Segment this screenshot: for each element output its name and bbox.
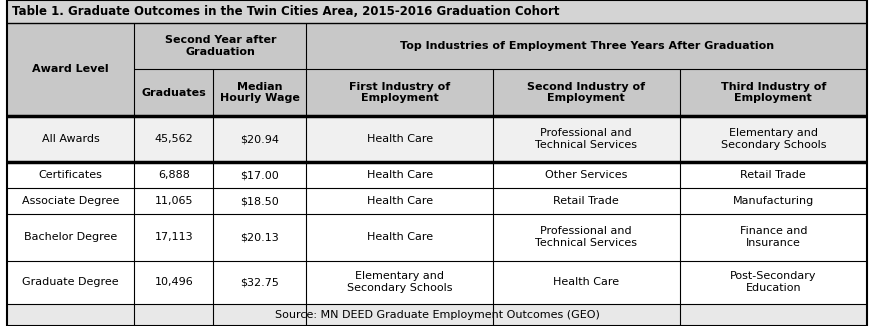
Text: All Awards: All Awards xyxy=(42,134,100,144)
Bar xyxy=(306,116,493,162)
Text: Retail Trade: Retail Trade xyxy=(740,170,806,180)
Bar xyxy=(213,188,306,214)
Bar xyxy=(679,116,867,162)
Text: Finance and
Insurance: Finance and Insurance xyxy=(739,227,807,248)
Bar xyxy=(679,69,867,116)
Bar xyxy=(135,22,306,69)
Text: $17.00: $17.00 xyxy=(240,170,279,180)
Bar xyxy=(493,260,679,304)
Text: Elementary and
Secondary Schools: Elementary and Secondary Schools xyxy=(347,272,453,293)
Text: Second Year after
Graduation: Second Year after Graduation xyxy=(164,35,276,57)
Bar xyxy=(493,188,679,214)
Text: Health Care: Health Care xyxy=(366,170,433,180)
Bar xyxy=(213,260,306,304)
Text: Health Care: Health Care xyxy=(366,196,433,206)
Bar xyxy=(306,214,493,260)
Text: Second Industry of
Employment: Second Industry of Employment xyxy=(527,82,645,103)
Text: 10,496: 10,496 xyxy=(155,277,193,287)
Bar xyxy=(306,188,493,214)
Bar xyxy=(493,116,679,162)
Bar xyxy=(7,116,135,162)
Bar xyxy=(7,214,135,260)
Text: Source: MN DEED Graduate Employment Outcomes (GEO): Source: MN DEED Graduate Employment Outc… xyxy=(274,310,600,320)
Text: Third Industry of
Employment: Third Industry of Employment xyxy=(720,82,826,103)
Bar xyxy=(213,116,306,162)
Bar xyxy=(679,214,867,260)
Bar xyxy=(679,162,867,188)
Text: Graduate Degree: Graduate Degree xyxy=(23,277,119,287)
Text: 11,065: 11,065 xyxy=(155,196,193,206)
Bar xyxy=(7,260,135,304)
Text: $32.75: $32.75 xyxy=(240,277,280,287)
Bar xyxy=(213,214,306,260)
Text: Median
Hourly Wage: Median Hourly Wage xyxy=(220,82,300,103)
Bar xyxy=(135,69,213,116)
Bar xyxy=(7,188,135,214)
Text: 6,888: 6,888 xyxy=(158,170,190,180)
Text: Other Services: Other Services xyxy=(545,170,628,180)
Bar xyxy=(306,260,493,304)
Text: Manufacturing: Manufacturing xyxy=(732,196,814,206)
Bar xyxy=(213,162,306,188)
Bar xyxy=(306,69,493,116)
Text: Bachelor Degree: Bachelor Degree xyxy=(24,232,117,242)
Bar xyxy=(135,188,213,214)
Bar xyxy=(493,214,679,260)
Text: Graduates: Graduates xyxy=(142,87,206,97)
Bar xyxy=(306,22,867,69)
Text: 17,113: 17,113 xyxy=(155,232,193,242)
Bar xyxy=(493,162,679,188)
Text: $20.94: $20.94 xyxy=(240,134,280,144)
Text: $18.50: $18.50 xyxy=(240,196,279,206)
Bar xyxy=(7,162,135,188)
Bar xyxy=(7,304,867,326)
Text: $20.13: $20.13 xyxy=(240,232,279,242)
Text: Health Care: Health Care xyxy=(366,134,433,144)
Bar xyxy=(493,69,679,116)
Text: Top Industries of Employment Three Years After Graduation: Top Industries of Employment Three Years… xyxy=(399,41,773,51)
Bar xyxy=(679,188,867,214)
Bar xyxy=(135,116,213,162)
Bar xyxy=(7,0,867,22)
Text: Health Care: Health Care xyxy=(366,232,433,242)
Bar xyxy=(213,69,306,116)
Text: Retail Trade: Retail Trade xyxy=(553,196,619,206)
Text: Post-Secondary
Education: Post-Secondary Education xyxy=(730,272,816,293)
Bar xyxy=(135,162,213,188)
Text: Health Care: Health Care xyxy=(553,277,620,287)
Bar xyxy=(306,162,493,188)
Text: Associate Degree: Associate Degree xyxy=(22,196,120,206)
Text: First Industry of
Employment: First Industry of Employment xyxy=(349,82,450,103)
Text: Certificates: Certificates xyxy=(38,170,102,180)
Text: Professional and
Technical Services: Professional and Technical Services xyxy=(535,227,637,248)
Text: Award Level: Award Level xyxy=(32,64,109,74)
Bar xyxy=(679,260,867,304)
Text: Professional and
Technical Services: Professional and Technical Services xyxy=(535,128,637,150)
Text: Elementary and
Secondary Schools: Elementary and Secondary Schools xyxy=(720,128,826,150)
Bar xyxy=(135,214,213,260)
Text: 45,562: 45,562 xyxy=(155,134,193,144)
Bar xyxy=(135,260,213,304)
Text: Table 1. Graduate Outcomes in the Twin Cities Area, 2015-2016 Graduation Cohort: Table 1. Graduate Outcomes in the Twin C… xyxy=(12,5,559,18)
Bar xyxy=(7,22,135,116)
